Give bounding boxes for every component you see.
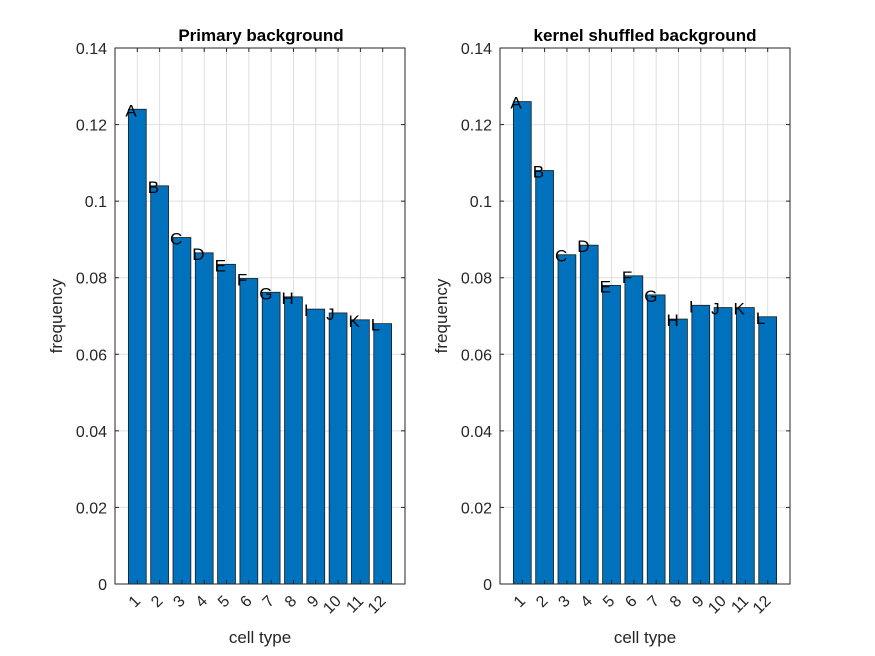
- left-y-tick-label: 0.02: [76, 500, 107, 517]
- left-chart-title: Primary background: [178, 26, 343, 45]
- right-bar-10: [713, 307, 733, 585]
- left-x-tick-label: 11: [343, 593, 367, 617]
- right-y-tick-label: 0.08: [461, 271, 492, 288]
- right-bar-label-H: H: [667, 311, 679, 330]
- left-bar-7: [261, 291, 281, 585]
- right-bar-5: [602, 284, 621, 585]
- right-y-tick-label: 0.14: [461, 41, 492, 58]
- right-bar-label-E: E: [600, 277, 611, 296]
- right-x-tick-label: 7: [645, 593, 663, 611]
- right-bar-label-D: D: [577, 237, 589, 256]
- right-bar-label-C: C: [555, 247, 567, 266]
- right-bar-1: [512, 101, 532, 585]
- right-chart-panel: kernel shuffled background frequency cel…: [432, 26, 791, 647]
- left-bar-label-I: I: [304, 301, 309, 320]
- left-bar-label-A: A: [125, 101, 137, 120]
- right-bar-label-L: L: [756, 309, 765, 328]
- left-x-tick-label: 10: [320, 593, 345, 618]
- left-x-tick-label: 6: [237, 593, 255, 611]
- left-y-tick-label: 0.08: [76, 271, 107, 288]
- right-x-tick-label: 11: [728, 593, 752, 617]
- left-x-tick-label: 4: [193, 593, 211, 611]
- left-bar-label-B: B: [148, 178, 159, 197]
- right-y-tick-label: 0.1: [470, 194, 492, 211]
- left-bar-9: [306, 308, 326, 585]
- left-bar-2: [150, 185, 169, 585]
- left-bar-10: [328, 312, 348, 585]
- left-x-tick-label: 2: [148, 593, 166, 611]
- left-x-tick-label: 7: [260, 593, 278, 611]
- left-x-tick-label: 12: [365, 593, 390, 618]
- right-y-tick-label: 0.02: [461, 500, 492, 517]
- right-y-tick-label: 0: [483, 577, 492, 594]
- right-x-tick-label: 1: [511, 593, 529, 611]
- left-x-axis-label: cell type: [229, 628, 291, 647]
- left-bar-label-E: E: [215, 256, 226, 275]
- right-x-tick-label: 2: [533, 593, 551, 611]
- left-y-tick-label: 0.04: [76, 424, 107, 441]
- left-y-axis-label: frequency: [47, 278, 66, 353]
- left-x-tick-label: 8: [282, 593, 300, 611]
- left-bar-label-D: D: [192, 245, 204, 264]
- left-y-tick-label: 0.1: [85, 194, 107, 211]
- left-x-tick-label: 5: [215, 593, 233, 611]
- right-y-tick-label: 0.06: [461, 347, 492, 364]
- right-x-tick-label: 9: [689, 593, 707, 611]
- right-bar-label-J: J: [711, 300, 720, 319]
- right-x-tick-label: 12: [750, 593, 775, 618]
- right-x-tick-label: 8: [667, 593, 685, 611]
- left-y-tick-label: 0: [98, 577, 107, 594]
- right-bar-4: [579, 244, 599, 585]
- right-bar-label-A: A: [510, 94, 522, 113]
- left-bar-6: [239, 278, 259, 585]
- left-bar-label-K: K: [348, 312, 360, 331]
- right-y-axis-label: frequency: [432, 278, 451, 353]
- left-bar-label-C: C: [170, 230, 182, 249]
- right-bar-11: [736, 307, 755, 585]
- right-bar-3: [557, 254, 577, 585]
- left-chart-panel: Primary background frequency cell type A…: [47, 26, 406, 647]
- right-bar-6: [624, 275, 644, 585]
- left-bar-4: [194, 252, 214, 585]
- left-bar-12: [373, 323, 393, 585]
- right-x-tick-label: 3: [555, 593, 573, 611]
- right-bar-2: [535, 170, 554, 585]
- right-bar-9: [691, 304, 711, 585]
- left-bar-label-G: G: [259, 284, 272, 303]
- left-y-tick-label: 0.14: [76, 41, 107, 58]
- left-x-tick-label: 1: [126, 593, 144, 611]
- right-x-tick-label: 6: [622, 593, 640, 611]
- right-bar-label-F: F: [622, 268, 632, 287]
- left-x-tick-label: 3: [170, 593, 188, 611]
- right-bar-8: [669, 318, 688, 585]
- left-bar-label-H: H: [282, 289, 294, 308]
- left-bar-1: [127, 108, 147, 585]
- left-axes-box: [114, 47, 406, 585]
- left-y-tick-label: 0.06: [76, 347, 107, 364]
- left-bar-label-F: F: [237, 270, 247, 289]
- right-y-tick-label: 0.04: [461, 424, 492, 441]
- left-bar-label-L: L: [371, 316, 380, 335]
- right-bar-label-I: I: [689, 297, 694, 316]
- right-x-axis-label: cell type: [614, 628, 676, 647]
- right-bar-label-B: B: [533, 163, 544, 182]
- left-bar-8: [284, 296, 303, 585]
- left-bar-5: [217, 263, 236, 585]
- right-bar-7: [646, 294, 666, 585]
- right-x-tick-label: 10: [705, 593, 730, 618]
- left-bar-3: [172, 237, 192, 585]
- right-bar-12: [758, 316, 778, 585]
- left-bar-11: [351, 319, 370, 585]
- left-x-tick-label: 9: [304, 593, 322, 611]
- right-bar-label-G: G: [644, 287, 657, 306]
- right-x-tick-label: 5: [600, 593, 618, 611]
- right-y-tick-label: 0.12: [461, 118, 492, 135]
- right-x-tick-label: 4: [578, 593, 596, 611]
- left-bar-label-J: J: [326, 305, 335, 324]
- right-bar-label-K: K: [733, 300, 745, 319]
- right-chart-title: kernel shuffled background: [534, 26, 757, 45]
- right-axes-box: [499, 47, 791, 585]
- left-y-tick-label: 0.12: [76, 118, 107, 135]
